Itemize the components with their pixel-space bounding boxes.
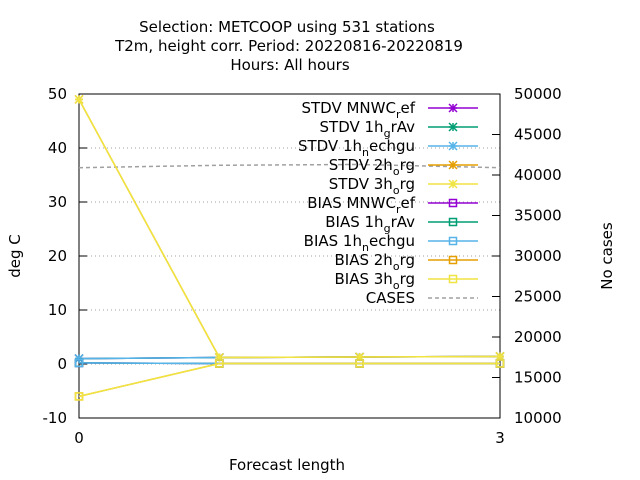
legend-label-bias_1h_grav: BIAS 1hgrAv — [325, 213, 415, 235]
y-tick-label-0: 0 — [57, 355, 67, 373]
legend-label-stdv_3h_org: STDV 3horg — [329, 175, 415, 197]
legend-marker-bias_3h_org — [448, 274, 458, 284]
legend-label-stdv_1h_nechgu: STDV 1hnechgu — [298, 137, 415, 159]
chart-title: Selection: METCOOP using 531 stations T2… — [114, 18, 463, 74]
legend-marker-stdv_2h_org — [448, 160, 458, 170]
y-tick-label-10: 10 — [48, 301, 67, 319]
x-axis-label: Forecast length — [229, 456, 345, 474]
legend-label-stdv_mnwc: STDV MNWCref — [301, 99, 415, 121]
series-bias_2h_org — [74, 359, 505, 401]
y2-tick-label-20000: 20000 — [514, 328, 562, 346]
title-line-3: Hours: All hours — [230, 56, 349, 74]
series-bias_3h_org — [74, 359, 505, 401]
y2-tick-label-10000: 10000 — [514, 409, 562, 427]
y-tick-label-30: 30 — [48, 193, 67, 211]
series-point-stdv_1h_nechgu-0 — [74, 354, 84, 364]
series-point-bias_3h_org-1 — [215, 359, 224, 368]
y-tick-label-20: 20 — [48, 247, 67, 265]
series-point-bias_1h_nechgu-0 — [74, 358, 84, 368]
series-line-bias_3h_org — [78, 362, 500, 398]
series-line-stdv_2h_org — [78, 99, 501, 359]
legend-label-bias_3h_org: BIAS 3horg — [335, 270, 416, 292]
y2-tick-label-35000: 35000 — [514, 207, 562, 225]
legend-marker-bias_2h_org — [448, 255, 458, 265]
y2-axis-ticks: 10000 15000 20000 25000 30000 35000 40000 45000… — [492, 85, 562, 427]
series-point-stdv_3h_org-0 — [74, 94, 84, 104]
series-stdv_3h_org — [74, 94, 505, 363]
y-axis-label: deg C — [6, 234, 24, 278]
legend-marker-stdv_3h_org — [448, 179, 458, 189]
legend-label-stdv_1h_grav: STDV 1hgrAv — [320, 118, 416, 140]
x-tick-label-3: 3 — [495, 429, 505, 447]
y2-axis-label: No cases — [598, 222, 616, 290]
y2-tick-label-40000: 40000 — [514, 166, 562, 184]
y2-tick-label-25000: 25000 — [514, 288, 562, 306]
series-line-cases — [78, 163, 501, 169]
y-axis-ticks: -10 0 10 20 30 40 50 — [43, 85, 87, 427]
series-line-bias_2h_org — [78, 362, 500, 398]
legend-marker-bias_1h_grav — [448, 217, 458, 227]
legend-marker-bias_mnwc — [448, 198, 458, 208]
legend-label-bias_mnwc: BIAS MNWCref — [307, 194, 415, 216]
series-lines — [74, 94, 505, 401]
legend-marker-stdv_1h_nechgu — [448, 141, 458, 151]
series-stdv_2h_org — [74, 94, 505, 363]
y2-tick-label-50000: 50000 — [514, 85, 562, 103]
title-line-2: T2m, height corr. Period: 20220816-20220… — [114, 37, 463, 55]
y2-tick-label-45000: 45000 — [514, 126, 562, 144]
series-point-stdv_3h_org-3 — [495, 351, 505, 361]
legend-label-stdv_2h_org: STDV 2horg — [329, 156, 415, 178]
y2-tick-label-15000: 15000 — [514, 369, 562, 387]
y2-tick-label-30000: 30000 — [514, 247, 562, 265]
title-line-1: Selection: METCOOP using 531 stations — [139, 18, 435, 36]
series-line-stdv_3h_org — [78, 99, 501, 359]
legend-marker-stdv_1h_grav — [448, 122, 458, 132]
series-point-bias_3h_org-2 — [355, 359, 364, 368]
y-tick-label-40: 40 — [48, 139, 67, 157]
grid-lines — [79, 147, 500, 365]
series-point-bias_3h_org-0 — [74, 392, 84, 401]
plot-frame — [78, 93, 501, 419]
legend-label-cases: CASES — [366, 289, 415, 307]
legend-label-bias_2h_org: BIAS 2horg — [335, 251, 416, 273]
y-tick-label--10: -10 — [43, 409, 68, 427]
legend-marker-bias_1h_nechgu — [448, 236, 458, 246]
legend-marker-stdv_mnwc — [448, 103, 458, 113]
series-point-bias_3h_org-3 — [495, 359, 505, 368]
x-tick-label-0: 0 — [74, 429, 84, 447]
legend-label-bias_1h_nechgu: BIAS 1hnechgu — [304, 232, 415, 254]
y-tick-label-50: 50 — [48, 85, 67, 103]
